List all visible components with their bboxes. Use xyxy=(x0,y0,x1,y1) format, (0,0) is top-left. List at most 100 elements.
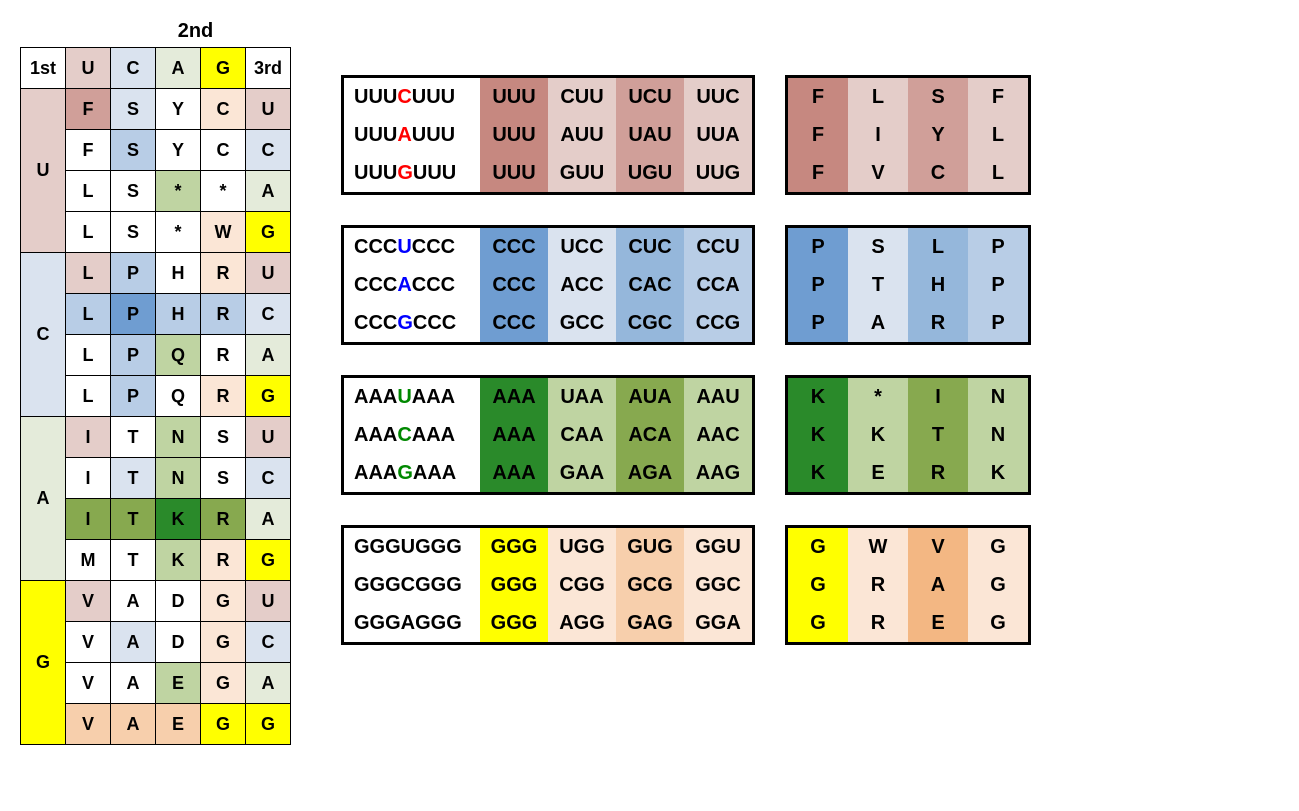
codon-cell: UUU xyxy=(480,154,548,194)
codon-cell: UAA xyxy=(548,377,616,417)
codon-cell: GGG xyxy=(480,566,548,604)
aa-cell: A xyxy=(111,704,156,745)
aa-cell: F xyxy=(787,154,849,194)
aa-cell: D xyxy=(156,581,201,622)
sequence-cell: GGGAGGG xyxy=(343,604,481,644)
aa-cell: K xyxy=(968,454,1030,494)
aa-cell: N xyxy=(968,377,1030,417)
codon-cell: AAU xyxy=(684,377,754,417)
aa-cell: S xyxy=(111,212,156,253)
aa-cell: K xyxy=(848,416,908,454)
third-base: A xyxy=(246,171,291,212)
aa-cell: V xyxy=(66,622,111,663)
aa-cell: C xyxy=(201,89,246,130)
aa-cell: I xyxy=(66,499,111,540)
aa-cell: R xyxy=(908,454,968,494)
aa-panel: K*INKKTNKERK xyxy=(785,375,1031,495)
aa-cell: L xyxy=(66,253,111,294)
aa-cell: E xyxy=(908,604,968,644)
col-header: 1st xyxy=(21,48,66,89)
sequence-cell: GGGUGGG xyxy=(343,527,481,567)
header-2nd: 2nd xyxy=(100,20,291,43)
aa-cell: F xyxy=(66,130,111,171)
codon-cell: CCU xyxy=(684,227,754,267)
aa-cell: T xyxy=(111,540,156,581)
aa-cell: R xyxy=(201,376,246,417)
codon-cell: AGG xyxy=(548,604,616,644)
codon-cell: CCC xyxy=(480,227,548,267)
codon-table: 1stUCAG3rdUFSYCUFSYCCLS**ALS*WGCLPHRULPH… xyxy=(20,47,291,745)
aa-cell: W xyxy=(201,212,246,253)
sequence-cell: AAAUAAA xyxy=(343,377,481,417)
third-base: G xyxy=(246,704,291,745)
codon-cell: AAC xyxy=(684,416,754,454)
col-header: G xyxy=(201,48,246,89)
aa-cell: W xyxy=(848,527,908,567)
col-header: A xyxy=(156,48,201,89)
third-base: U xyxy=(246,417,291,458)
aa-cell: E xyxy=(156,663,201,704)
codon-cell: UCC xyxy=(548,227,616,267)
codon-cell: UCU xyxy=(616,77,684,117)
aa-cell: E xyxy=(848,454,908,494)
codon-cell: AAA xyxy=(480,416,548,454)
aa-cell: Q xyxy=(156,376,201,417)
aa-cell: F xyxy=(787,116,849,154)
aa-cell: G xyxy=(787,527,849,567)
codon-cell: AUU xyxy=(548,116,616,154)
codon-cell: UGU xyxy=(616,154,684,194)
sequence-cell: CCCACCC xyxy=(343,266,481,304)
codon-cell: AGA xyxy=(616,454,684,494)
aa-cell: A xyxy=(848,304,908,344)
aa-cell: Y xyxy=(908,116,968,154)
codon-cell: ACC xyxy=(548,266,616,304)
aa-cell: T xyxy=(111,458,156,499)
third-base: G xyxy=(246,376,291,417)
seq-codon-panel: GGGUGGGGGGUGGGUGGGUGGGCGGGGGGCGGGCGGGCGG… xyxy=(341,525,755,645)
aa-cell: P xyxy=(968,304,1030,344)
aa-cell: V xyxy=(908,527,968,567)
aa-cell: A xyxy=(111,663,156,704)
aa-cell: A xyxy=(908,566,968,604)
sequence-cell: CCCGCCC xyxy=(343,304,481,344)
codon-cell: CCA xyxy=(684,266,754,304)
codon-table-wrapper: 2nd 1stUCAG3rdUFSYCUFSYCCLS**ALS*WGCLPHR… xyxy=(20,20,291,745)
codon-cell: GGC xyxy=(684,566,754,604)
panel-row: AAAUAAAAAAUAAAUAAAUAAACAAAAAACAAACAAACAA… xyxy=(341,375,1031,495)
codon-cell: AAA xyxy=(480,377,548,417)
aa-cell: L xyxy=(66,376,111,417)
aa-cell: * xyxy=(201,171,246,212)
codon-cell: UGG xyxy=(548,527,616,567)
aa-cell: T xyxy=(848,266,908,304)
aa-cell: P xyxy=(787,304,849,344)
aa-cell: P xyxy=(968,227,1030,267)
aa-cell: G xyxy=(968,527,1030,567)
codon-cell: AAG xyxy=(684,454,754,494)
aa-cell: G xyxy=(201,663,246,704)
seq-codon-panel: AAAUAAAAAAUAAAUAAAUAAACAAAAAACAAACAAACAA… xyxy=(341,375,755,495)
third-base: A xyxy=(246,663,291,704)
aa-cell: K xyxy=(787,454,849,494)
sequence-cell: UUUCUUU xyxy=(343,77,481,117)
aa-cell: L xyxy=(968,116,1030,154)
aa-cell: V xyxy=(66,663,111,704)
codon-cell: GGU xyxy=(684,527,754,567)
codon-cell: GAG xyxy=(616,604,684,644)
sequence-cell: UUUGUUU xyxy=(343,154,481,194)
aa-cell: K xyxy=(156,499,201,540)
aa-cell: G xyxy=(787,604,849,644)
aa-cell: S xyxy=(908,77,968,117)
aa-cell: S xyxy=(111,89,156,130)
aa-cell: K xyxy=(156,540,201,581)
aa-cell: V xyxy=(848,154,908,194)
aa-cell: R xyxy=(848,566,908,604)
third-base: A xyxy=(246,499,291,540)
aa-cell: S xyxy=(848,227,908,267)
codon-cell: CCG xyxy=(684,304,754,344)
aa-cell: G xyxy=(201,581,246,622)
aa-cell: L xyxy=(66,171,111,212)
aa-cell: * xyxy=(156,171,201,212)
sequence-cell: AAACAAA xyxy=(343,416,481,454)
aa-cell: L xyxy=(66,294,111,335)
aa-cell: K xyxy=(787,416,849,454)
